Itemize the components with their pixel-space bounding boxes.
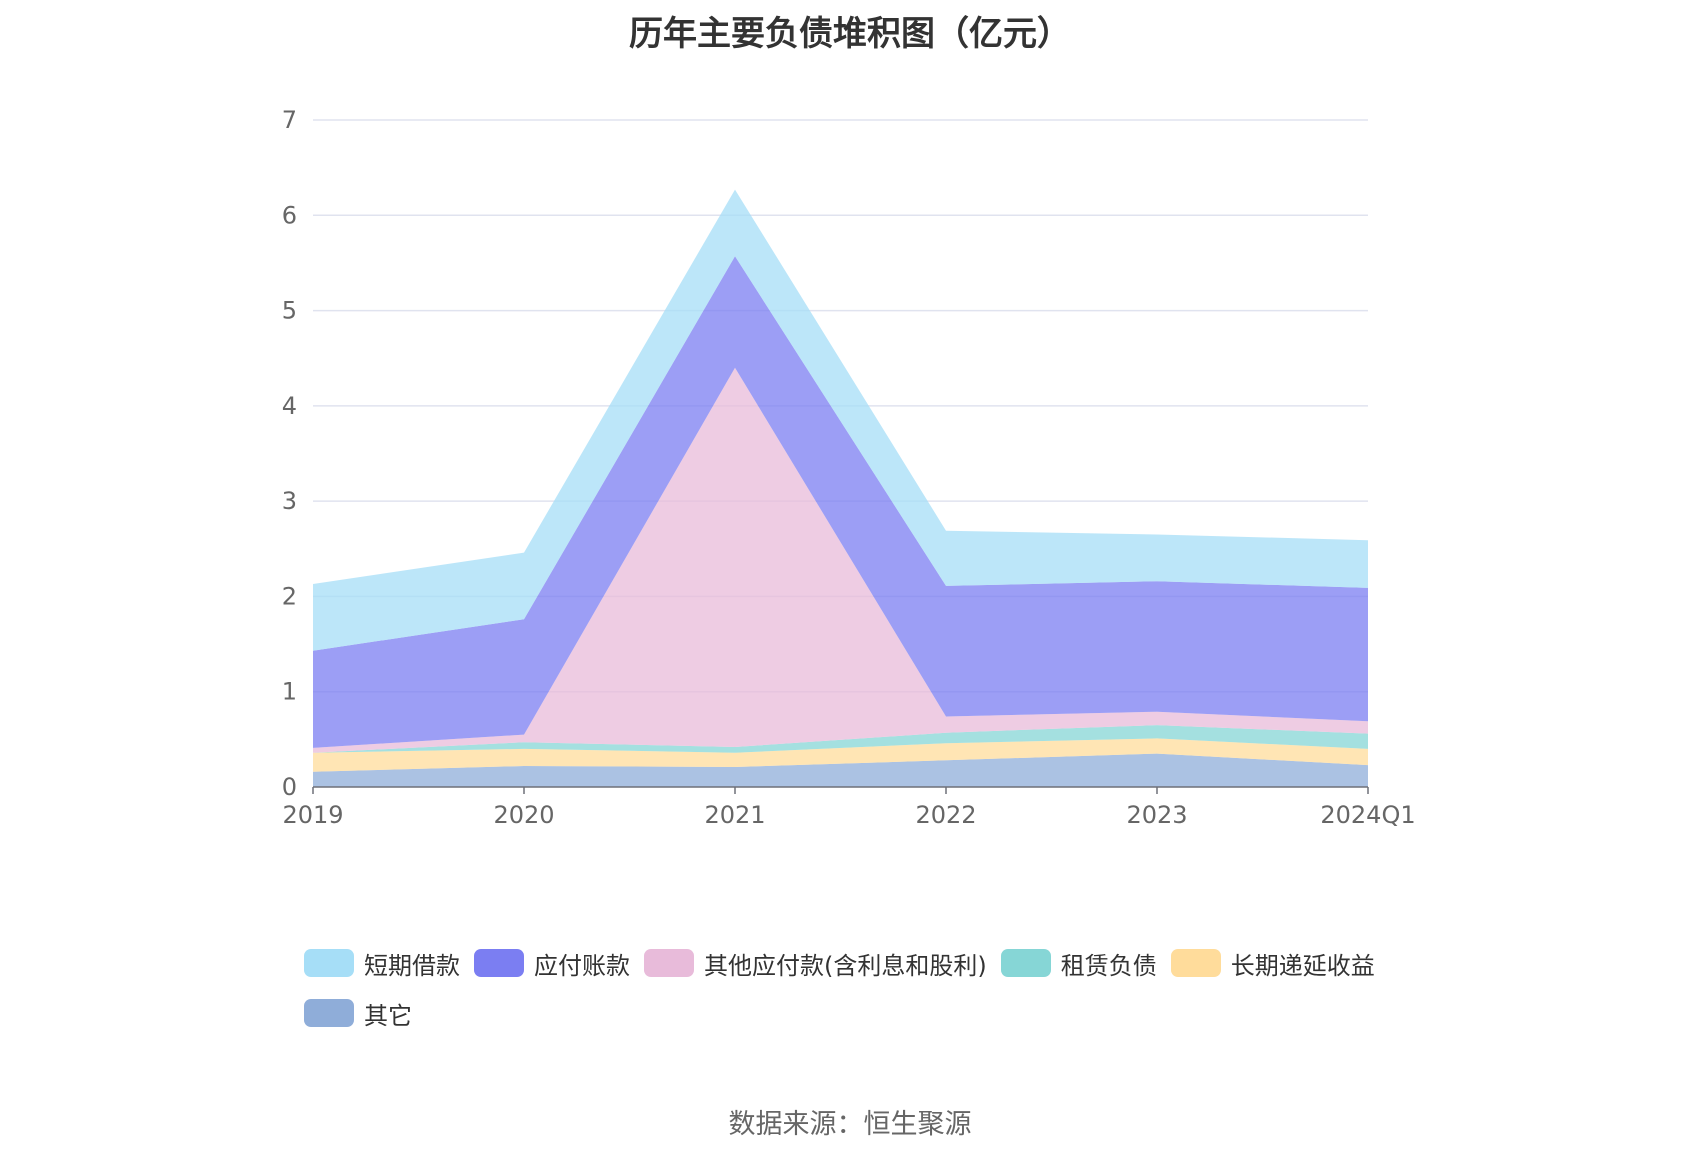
- x-tick-label: 2020: [493, 801, 554, 829]
- y-tick-label: 4: [282, 392, 297, 420]
- legend-label: 其他应付款(含利息和股利): [704, 951, 987, 980]
- area-短期借款: [313, 189, 1368, 651]
- chart-title: 历年主要负债堆积图（亿元）: [629, 14, 1071, 54]
- y-tick-label: 2: [282, 582, 297, 610]
- y-tick-label: 6: [282, 201, 297, 229]
- legend-swatch: [304, 949, 354, 977]
- legend-item[interactable]: 短期借款: [304, 948, 460, 980]
- area-应付账款: [313, 256, 1368, 748]
- y-tick-label: 7: [282, 106, 297, 134]
- axes: 0 1 2 3 4 5 6 7 2019 2020 2021 2022 2023 2024Q1: [282, 106, 1416, 829]
- legend: 短期借款 应付账款 其他应付款(含利息和股利) 租赁负债 长期递延收益其它: [304, 948, 1444, 1048]
- y-tick-label: 3: [282, 487, 297, 515]
- x-tick-label: 2019: [282, 801, 343, 829]
- y-tick-label: 0: [282, 773, 297, 801]
- y-tick-label: 5: [282, 297, 297, 325]
- x-tick-label: 2024Q1: [1320, 801, 1415, 829]
- data-source-note: 数据来源：恒生聚源: [728, 1109, 972, 1140]
- area-其它: [313, 753, 1368, 787]
- legend-item[interactable]: 其他应付款(含利息和股利): [644, 948, 987, 980]
- x-tick-label: 2023: [1126, 801, 1187, 829]
- legend-swatch: [1170, 949, 1221, 977]
- area-series: [313, 189, 1368, 787]
- x-tick-label: 2022: [915, 801, 976, 829]
- y-tick-label: 1: [282, 678, 297, 706]
- legend-item[interactable]: 长期递延收益: [1170, 948, 1375, 980]
- legend-item[interactable]: 租赁负债: [1000, 948, 1157, 980]
- area-长期递延收益: [313, 738, 1368, 772]
- legend-swatch: [1000, 949, 1051, 977]
- legend-item[interactable]: 其它: [304, 998, 412, 1030]
- legend-swatch: [644, 949, 694, 977]
- legend-item[interactable]: 应付账款: [474, 948, 630, 980]
- legend-label: 短期借款: [364, 951, 460, 980]
- legend-label: 其它: [364, 1001, 412, 1030]
- legend-label: 租赁负债: [1060, 951, 1157, 980]
- x-tick-label: 2021: [704, 801, 765, 829]
- legend-swatch: [474, 949, 524, 977]
- area-租赁负债: [313, 725, 1368, 753]
- legend-swatch: [304, 999, 354, 1027]
- area-其他应付款(含利息和股利): [313, 367, 1368, 753]
- legend-label: 应付账款: [534, 951, 630, 980]
- legend-label: 长期递延收益: [1230, 951, 1375, 980]
